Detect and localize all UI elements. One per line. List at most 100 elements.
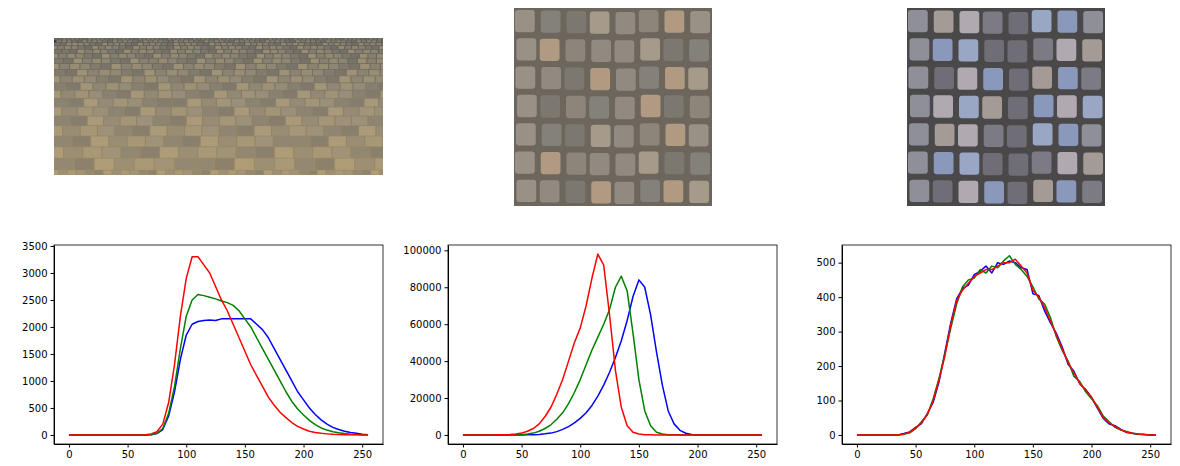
stone bbox=[84, 43, 89, 45]
stone bbox=[375, 159, 383, 170]
stone bbox=[225, 40, 229, 42]
stone bbox=[908, 10, 928, 32]
stone bbox=[85, 46, 91, 49]
stone bbox=[371, 64, 380, 69]
stone bbox=[216, 59, 224, 64]
x-tick-label: 0 bbox=[460, 449, 466, 460]
stone bbox=[63, 38, 66, 39]
stone bbox=[226, 64, 235, 69]
stone bbox=[98, 126, 114, 135]
stone bbox=[257, 64, 266, 69]
stone bbox=[347, 70, 357, 76]
stone bbox=[367, 40, 371, 42]
stone bbox=[263, 83, 275, 90]
y-tick: 60000 bbox=[410, 319, 448, 330]
stone bbox=[175, 159, 194, 170]
stone bbox=[566, 96, 586, 118]
histogram-line bbox=[69, 319, 368, 435]
stone bbox=[231, 38, 234, 39]
stone bbox=[227, 43, 232, 45]
stone bbox=[122, 147, 140, 158]
stone bbox=[374, 38, 377, 39]
y-tick-label: 0 bbox=[829, 430, 835, 441]
stone bbox=[323, 38, 326, 39]
x-tick-label: 150 bbox=[1024, 449, 1043, 460]
stone bbox=[240, 54, 247, 58]
stone bbox=[359, 126, 375, 135]
stone bbox=[515, 10, 535, 32]
stone bbox=[73, 136, 90, 146]
y-tick-label: 2500 bbox=[22, 295, 47, 306]
stone bbox=[158, 99, 172, 107]
stone bbox=[121, 76, 132, 82]
stone bbox=[321, 40, 325, 42]
stone bbox=[256, 46, 262, 49]
stone bbox=[340, 64, 349, 69]
stone bbox=[159, 40, 163, 42]
stone bbox=[233, 43, 238, 45]
y-tick-label: 400 bbox=[816, 292, 835, 303]
stone bbox=[298, 64, 307, 69]
stone bbox=[201, 50, 208, 53]
stone bbox=[353, 43, 358, 45]
stone bbox=[286, 38, 289, 39]
stone bbox=[269, 116, 284, 125]
stone bbox=[55, 99, 69, 107]
stone bbox=[150, 126, 166, 135]
stone bbox=[103, 147, 121, 158]
stone bbox=[126, 38, 129, 39]
stone bbox=[641, 95, 661, 117]
stone bbox=[352, 76, 363, 82]
x-tick-label: 250 bbox=[747, 449, 766, 460]
stone bbox=[540, 180, 560, 202]
stone bbox=[88, 70, 98, 76]
y-tick-mark bbox=[445, 435, 449, 436]
stone bbox=[203, 116, 218, 125]
stone bbox=[1009, 153, 1029, 175]
stone bbox=[1057, 39, 1077, 61]
stone bbox=[689, 124, 709, 146]
y-tick-mark bbox=[445, 361, 449, 362]
stone bbox=[188, 54, 195, 58]
stone bbox=[222, 46, 228, 49]
stone bbox=[128, 54, 135, 58]
stone bbox=[284, 46, 290, 49]
stone bbox=[377, 126, 384, 135]
stone bbox=[235, 59, 243, 64]
stone bbox=[934, 152, 954, 174]
stone bbox=[203, 126, 219, 135]
stone bbox=[380, 170, 383, 174]
stone bbox=[263, 43, 268, 45]
stone bbox=[371, 147, 383, 158]
stone bbox=[75, 91, 88, 98]
stone bbox=[174, 43, 179, 45]
stone bbox=[616, 69, 636, 91]
stone bbox=[350, 64, 359, 69]
stone bbox=[365, 136, 382, 146]
stone bbox=[355, 159, 374, 170]
y-tick-mark bbox=[51, 300, 55, 301]
stone bbox=[665, 152, 685, 174]
stone bbox=[135, 159, 154, 170]
stone bbox=[689, 39, 709, 61]
stone bbox=[161, 46, 167, 49]
histogram-line bbox=[463, 276, 762, 435]
stone bbox=[255, 159, 274, 170]
y-tick-label: 1500 bbox=[22, 349, 47, 360]
stone bbox=[369, 54, 376, 58]
stone bbox=[179, 54, 186, 58]
stone bbox=[98, 40, 102, 42]
stone bbox=[281, 38, 284, 39]
stone bbox=[202, 38, 205, 39]
stone bbox=[227, 38, 230, 39]
photo-stones bbox=[514, 8, 712, 206]
x-tick: 50 bbox=[122, 444, 135, 460]
stone bbox=[93, 59, 101, 64]
stone bbox=[375, 107, 383, 115]
y-tick-mark bbox=[839, 263, 843, 264]
stone bbox=[154, 54, 161, 58]
stone bbox=[189, 40, 193, 42]
stone bbox=[381, 91, 383, 98]
stone bbox=[664, 39, 684, 61]
y-tick-label: 0 bbox=[41, 430, 47, 441]
